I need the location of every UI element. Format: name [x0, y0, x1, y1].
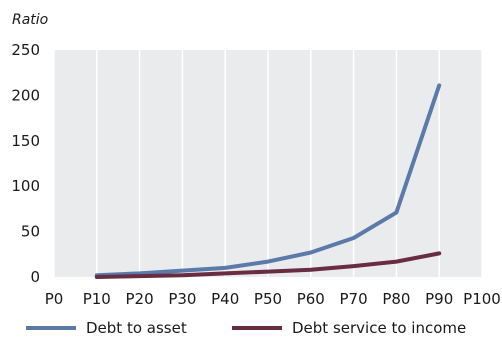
y-axis-label: Ratio	[12, 12, 48, 28]
series-lines	[94, 83, 442, 279]
x-tick-label: P60	[297, 290, 325, 308]
x-tick-label: P100	[463, 290, 501, 308]
y-tick-label: 150	[11, 132, 40, 150]
x-axis: P0 P10 P20 P30 P40 P50 P60 P70 P80 P90 P100	[45, 290, 501, 308]
y-axis: 0 50 100 150 200 250	[11, 41, 40, 286]
legend-label: Debt service to income	[292, 319, 466, 337]
legend-label: Debt to asset	[86, 319, 187, 337]
x-tick-label: P80	[382, 290, 410, 308]
grid-lines	[53, 50, 483, 277]
y-tick-label: 50	[21, 223, 40, 241]
x-tick-label: P0	[45, 290, 64, 308]
x-tick-label: P70	[340, 290, 368, 308]
legend: Debt to asset Debt service to income	[26, 319, 466, 337]
x-tick-label: P10	[83, 290, 111, 308]
series-line-2	[94, 251, 442, 279]
x-tick-label: P30	[168, 290, 196, 308]
y-tick-label: 0	[30, 268, 40, 286]
x-tick-label: P20	[126, 290, 154, 308]
y-tick-label: 100	[11, 177, 40, 195]
x-tick-label: P90	[425, 290, 453, 308]
x-tick-label: P50	[254, 290, 282, 308]
y-tick-label: 250	[11, 41, 40, 59]
y-tick-label: 200	[11, 86, 40, 104]
series-line-1	[94, 83, 442, 278]
x-tick-label: P40	[211, 290, 239, 308]
